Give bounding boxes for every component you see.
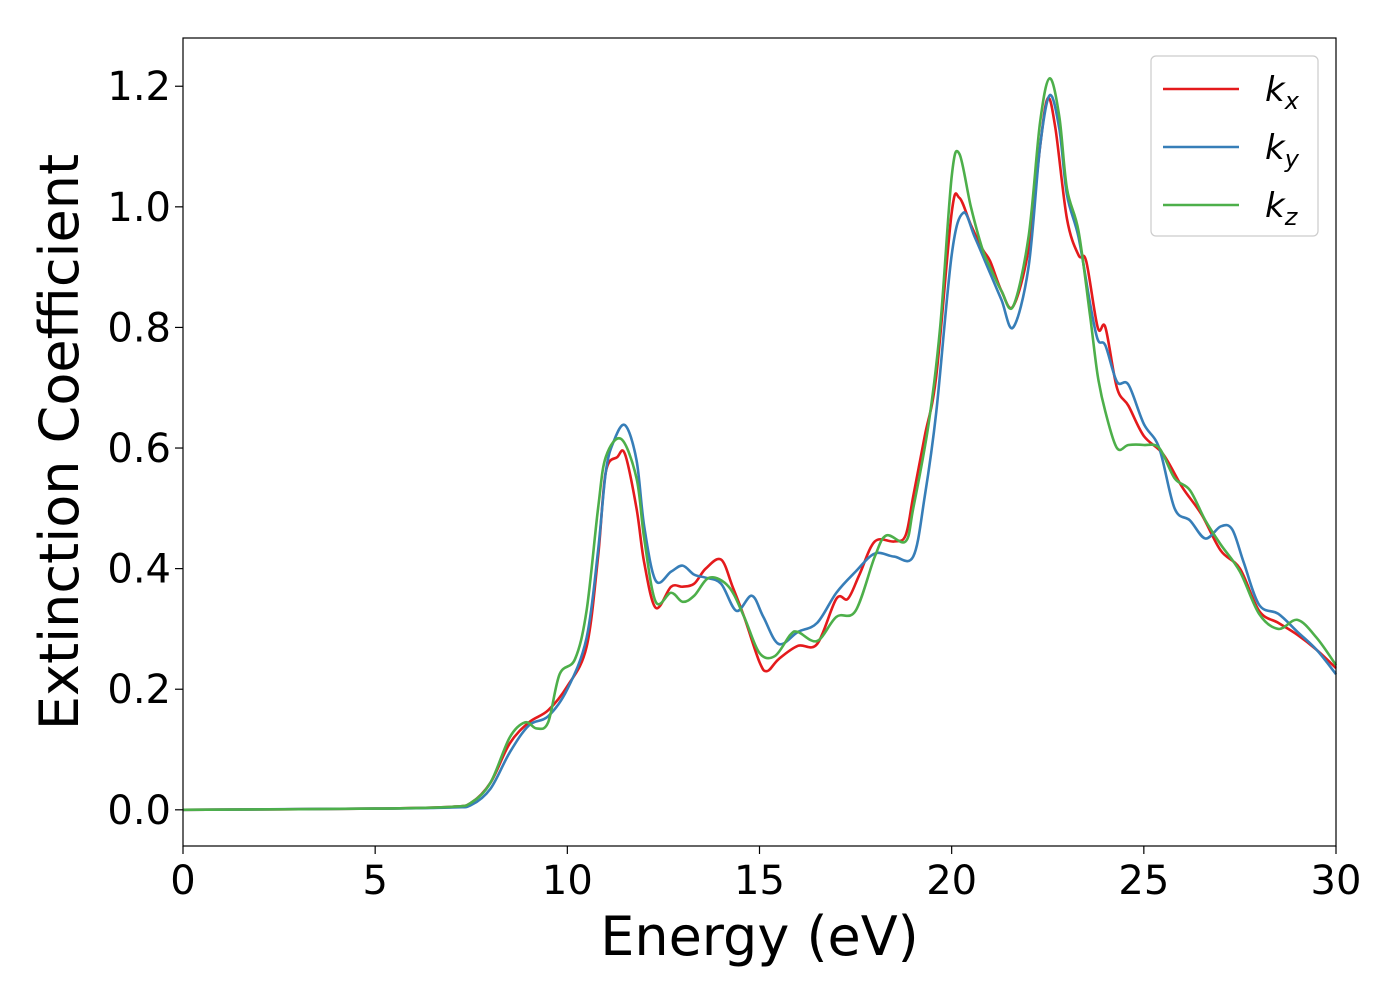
x-tick-label: 15 <box>734 858 785 904</box>
legend-label-z: kz <box>1265 186 1299 231</box>
y-axis: 0.0 0.2 0.4 0.6 0.8 1.0 1.2 <box>107 64 183 834</box>
legend-label-x: kx <box>1265 70 1300 115</box>
x-axis-title: Energy (eV) <box>600 905 919 968</box>
x-tick-label: 10 <box>542 858 593 904</box>
y-tick-label: 0.6 <box>107 426 171 472</box>
y-tick-label: 0.8 <box>107 305 171 351</box>
series-line-z <box>182 77 1338 812</box>
legend-label-y: ky <box>1265 128 1300 173</box>
y-axis-title: Extinction Coefficient <box>28 154 91 730</box>
x-tick-label: 20 <box>926 858 977 904</box>
x-tick-label: 0 <box>170 858 195 904</box>
y-tick-label: 1.2 <box>107 64 171 110</box>
series-layer <box>182 77 1338 812</box>
x-axis: 0 5 10 15 20 25 30 <box>170 846 1361 904</box>
legend: kx ky kz <box>1150 55 1319 237</box>
x-tick-label: 25 <box>1118 858 1169 904</box>
y-tick-label: 1.0 <box>107 185 171 231</box>
y-tick-label: 0.2 <box>107 667 171 713</box>
y-tick-label: 0.0 <box>107 788 171 834</box>
x-tick-label: 30 <box>1311 858 1362 904</box>
y-tick-label: 0.4 <box>107 547 171 593</box>
x-tick-label: 5 <box>362 858 387 904</box>
